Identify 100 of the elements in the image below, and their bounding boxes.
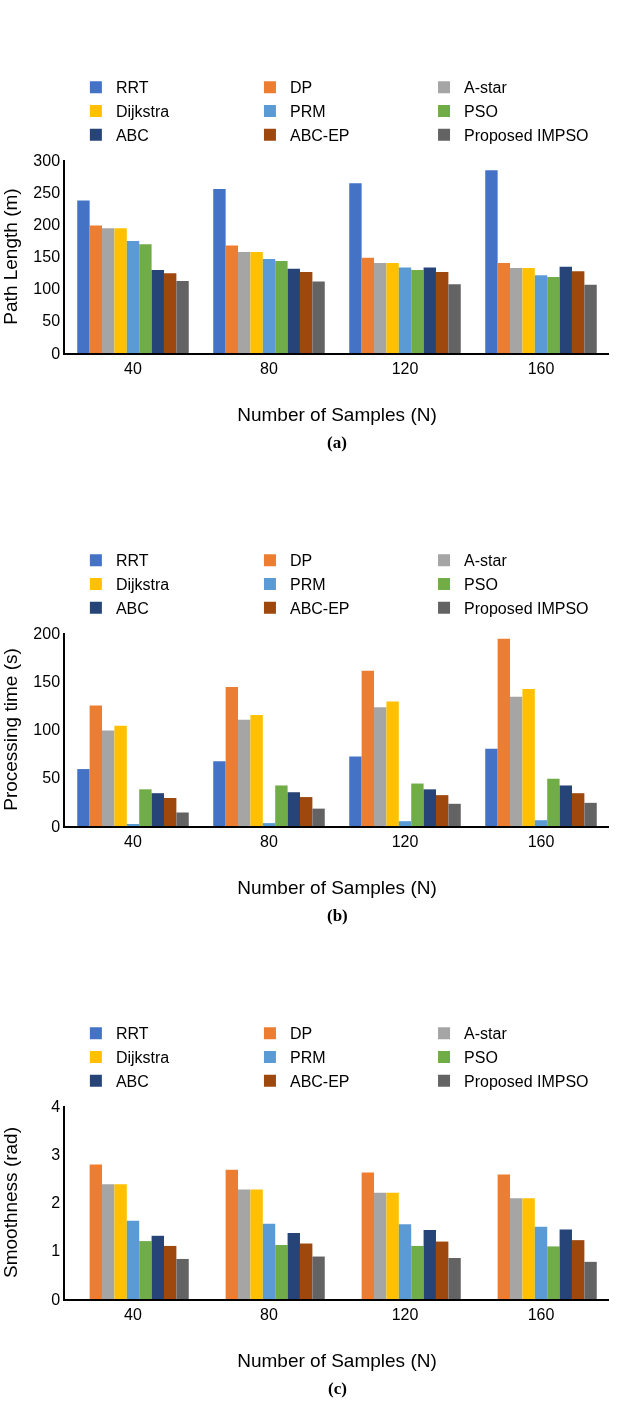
bar bbox=[139, 244, 152, 353]
bar bbox=[151, 270, 164, 353]
bar bbox=[435, 271, 449, 353]
bar bbox=[584, 284, 597, 353]
bar bbox=[361, 670, 375, 826]
legend-label: PSO bbox=[464, 576, 498, 594]
bar bbox=[398, 821, 412, 826]
legend-label: Proposed IMPSO bbox=[464, 127, 589, 145]
bar bbox=[571, 793, 585, 826]
bar bbox=[139, 789, 152, 826]
bar bbox=[262, 259, 276, 353]
legend-label: PSO bbox=[464, 103, 498, 121]
bar bbox=[386, 701, 399, 826]
bar bbox=[250, 1189, 263, 1299]
y-tick-label: 200 bbox=[33, 215, 61, 233]
legend-label: Proposed IMPSO bbox=[464, 1073, 589, 1091]
legend-label: RRT bbox=[115, 1025, 149, 1043]
bar bbox=[262, 1223, 276, 1299]
bar bbox=[287, 268, 300, 353]
legend-label: RRT bbox=[115, 552, 149, 570]
x-tick-label: 40 bbox=[124, 832, 142, 850]
bar bbox=[126, 1220, 140, 1299]
bar bbox=[374, 707, 387, 826]
bar bbox=[448, 284, 461, 353]
x-tick-label: 160 bbox=[527, 359, 555, 377]
bar bbox=[225, 245, 239, 353]
x-tick-label: 40 bbox=[124, 359, 142, 377]
legend-label: DP bbox=[289, 552, 313, 570]
bar bbox=[534, 275, 548, 353]
bar bbox=[386, 262, 399, 353]
bar bbox=[312, 1256, 325, 1299]
bar bbox=[497, 638, 511, 826]
legend-label: A-star bbox=[464, 79, 508, 97]
y-tick-label: 0 bbox=[51, 817, 61, 835]
bar bbox=[497, 1174, 511, 1299]
x-tick-label: 40 bbox=[124, 1305, 142, 1323]
legend-label: ABC bbox=[115, 600, 149, 618]
y-tick-label: 50 bbox=[42, 769, 61, 787]
bar bbox=[584, 802, 597, 826]
x-tick-label: 80 bbox=[260, 359, 278, 377]
bar bbox=[176, 1258, 189, 1299]
y-tick-label: 3 bbox=[51, 1145, 61, 1163]
bar bbox=[547, 1246, 560, 1299]
bar bbox=[250, 252, 263, 353]
bar bbox=[374, 262, 387, 353]
bar bbox=[312, 808, 325, 826]
bar bbox=[411, 270, 424, 353]
legend-label: ABC-EP bbox=[289, 1073, 350, 1091]
y-axis-title: Smoothness (rad) bbox=[0, 1126, 21, 1279]
x-tick-label: 160 bbox=[527, 1305, 555, 1323]
bar bbox=[262, 823, 276, 826]
bar bbox=[534, 820, 548, 826]
y-axis-title: Path Length (m) bbox=[0, 188, 21, 325]
bar bbox=[176, 812, 189, 826]
bar bbox=[151, 1235, 164, 1299]
bar bbox=[349, 183, 362, 353]
bar bbox=[151, 793, 164, 826]
y-tick-label: 250 bbox=[33, 183, 61, 201]
bar bbox=[510, 1198, 523, 1299]
y-tick-label: 150 bbox=[33, 672, 61, 690]
bar bbox=[163, 273, 177, 353]
bar bbox=[89, 225, 103, 353]
bar bbox=[485, 748, 498, 826]
bar bbox=[374, 1192, 387, 1299]
x-tick-label: 80 bbox=[260, 832, 278, 850]
bar bbox=[126, 241, 140, 353]
bar bbox=[238, 719, 251, 826]
legend-label: RRT bbox=[115, 79, 149, 97]
bar bbox=[225, 1169, 239, 1299]
bar bbox=[299, 1243, 313, 1299]
x-axis-title: Number of Samples (N) bbox=[237, 403, 437, 425]
bar bbox=[114, 228, 127, 353]
bar bbox=[559, 266, 572, 353]
bar bbox=[275, 785, 288, 826]
bar bbox=[102, 1184, 115, 1299]
bar bbox=[423, 267, 436, 353]
bar bbox=[299, 797, 313, 826]
bar bbox=[411, 783, 424, 826]
y-tick-label: 300 bbox=[33, 151, 61, 169]
bar bbox=[102, 730, 115, 826]
y-axis-title: Processing time (s) bbox=[0, 648, 21, 811]
bar bbox=[102, 228, 115, 353]
y-tick-label: 0 bbox=[51, 1290, 61, 1308]
x-axis-title: Number of Samples (N) bbox=[237, 876, 437, 898]
bar bbox=[213, 188, 226, 353]
legend-label: Proposed IMPSO bbox=[464, 600, 589, 618]
bar bbox=[312, 281, 325, 353]
bar bbox=[559, 785, 572, 826]
bar bbox=[423, 789, 436, 826]
bar bbox=[89, 1164, 103, 1299]
text: (c) bbox=[328, 1379, 347, 1398]
legend-label: Dijkstra bbox=[115, 103, 170, 121]
x-tick-label: 80 bbox=[260, 1305, 278, 1323]
bar bbox=[571, 1240, 585, 1299]
legend-label: PRM bbox=[289, 103, 326, 121]
legend-label: ABC bbox=[115, 127, 149, 145]
bar bbox=[349, 756, 362, 826]
x-tick-label: 120 bbox=[391, 832, 419, 850]
bar bbox=[250, 715, 263, 826]
legend-label: DP bbox=[289, 1025, 313, 1043]
